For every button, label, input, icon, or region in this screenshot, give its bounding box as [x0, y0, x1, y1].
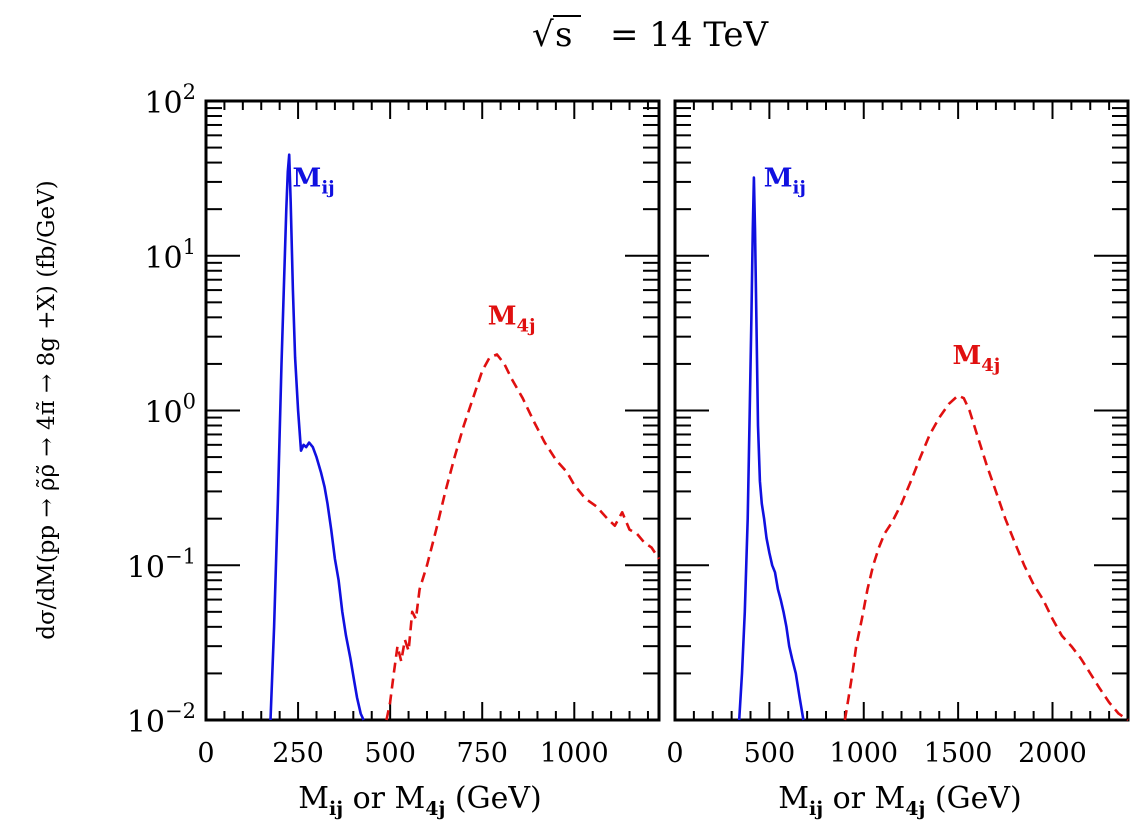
x-tick-label: 750	[456, 738, 508, 769]
x-tick-label: 1000	[540, 738, 609, 769]
x-tick-label: 500	[744, 738, 796, 769]
right-panel-ticks	[674, 100, 1129, 721]
right-panel: 0 500 1000 1500 2000 Mij M4j Mij or M4j (GeV)	[666, 99, 1130, 820]
y-tick-labels: 10−2 10−1 100 101 102	[127, 80, 196, 740]
y-tick-label: 101	[144, 235, 196, 276]
title-sqrt-symbol: √	[532, 15, 554, 55]
title-energy: = 14 TeV	[610, 15, 770, 55]
series-label-mij: Mij	[764, 164, 806, 199]
right-x-axis-label: Mij or M4j (GeV)	[778, 781, 1021, 820]
left-x-tick-labels: 0 250 500 750 1000	[197, 738, 608, 769]
y-tick-label: 10−2	[127, 699, 196, 740]
x-tick-label: 250	[272, 738, 324, 769]
x-tick-label: 500	[364, 738, 416, 769]
x-tick-label: 1500	[924, 738, 993, 769]
right-x-tick-labels: 0 500 1000 1500 2000	[666, 738, 1086, 769]
y-tick-label: 10−1	[127, 544, 196, 585]
series-line-m4j	[843, 394, 1129, 722]
chart-title: √ s = 14 TeV	[532, 15, 770, 55]
x-tick-label: 1000	[829, 738, 898, 769]
series-label-m4j: M4j	[488, 301, 536, 336]
left-panel-ticks	[205, 100, 659, 721]
series-line-mij	[737, 176, 805, 721]
y-axis-label: dσ/dM(pp → ρ̃ρ̃ → 4π̃ → 8g +X) (fb/GeV)	[34, 180, 60, 639]
series-line-mij	[269, 153, 365, 721]
title-s: s	[555, 15, 572, 55]
left-series: Mij M4j	[269, 153, 661, 721]
y-tick-label: 102	[144, 80, 196, 121]
series-label-m4j: M4j	[952, 341, 1000, 376]
x-tick-label: 0	[197, 738, 214, 769]
x-tick-label: 0	[666, 738, 683, 769]
series-line-m4j	[385, 353, 661, 721]
y-tick-label: 100	[144, 390, 196, 431]
x-tick-label: 2000	[1018, 738, 1087, 769]
left-x-axis-label: Mij or M4j (GeV)	[298, 781, 541, 820]
right-series: Mij M4j	[737, 164, 1129, 722]
series-label-mij: Mij	[293, 164, 335, 199]
